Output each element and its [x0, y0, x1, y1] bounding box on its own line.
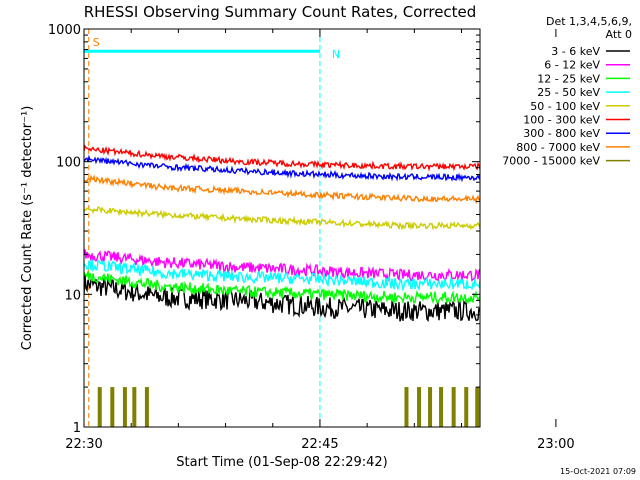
x-tick-label-0: 22:30 — [65, 437, 102, 452]
legend-label-3: 25 - 50 keV — [537, 86, 600, 99]
series-8-bar-5 — [404, 387, 409, 427]
series-8-bar-16 — [535, 387, 539, 427]
series-8-bar-17 — [548, 387, 552, 427]
y-tick-label-0: 1 — [73, 421, 81, 436]
series-line-0 — [84, 275, 480, 322]
legend-label-1: 6 - 12 keV — [544, 59, 600, 72]
footer-date: 15-Oct-2021 07:09 — [560, 467, 636, 476]
y-tick-label-2: 100 — [56, 156, 81, 171]
series-8-bar-24 — [631, 387, 635, 427]
series-8-bar-4 — [144, 387, 149, 427]
series-line-7 — [84, 174, 480, 205]
series-8-bar-13 — [499, 387, 503, 427]
series-8-bar-0 — [97, 387, 102, 427]
y-axis-label: Corrected Count Rate (s⁻¹ detector⁻¹) — [20, 106, 35, 351]
series-line-1 — [84, 249, 480, 282]
legend-header-line-2: Att 0 — [606, 28, 632, 41]
series-8-bar-3 — [132, 387, 137, 427]
series-line-5 — [84, 144, 480, 172]
series-8-bar-20 — [584, 387, 588, 427]
x-axis-label: Start Time (01-Sep-08 22:29:42) — [176, 455, 387, 470]
series-8-bar-1 — [110, 387, 115, 427]
y-axis: 1 10 100 1000 — [48, 23, 480, 436]
legend-header-line-1: Det 1,3,4,5,6,9, — [546, 15, 632, 28]
series-8-bar-10 — [464, 387, 469, 427]
chart-title: RHESSI Observing Summary Count Rates, Co… — [84, 3, 477, 21]
series-8-bar-23 — [618, 387, 622, 427]
annotation-s: S — [93, 36, 100, 49]
series-8-bar-12 — [488, 387, 492, 427]
legend-label-5: 100 - 300 keV — [523, 114, 600, 127]
series-line-3 — [84, 258, 480, 293]
series-8-bar-21 — [595, 387, 599, 427]
series-8-bar-11 — [475, 387, 480, 427]
series-8-bar-6 — [417, 387, 422, 427]
series-8-bar-9 — [451, 387, 456, 427]
legend-label-7: 800 - 7000 keV — [516, 141, 600, 154]
series-line-4 — [84, 206, 480, 231]
x-tick-label-2: 23:00 — [537, 437, 574, 452]
series-line-2 — [84, 271, 480, 305]
legend-label-2: 12 - 25 keV — [537, 72, 600, 85]
x-tick-label-1: 22:45 — [301, 437, 338, 452]
series-8-bar-14 — [511, 387, 515, 427]
series-8-bar-19 — [571, 387, 575, 427]
legend-label-4: 50 - 100 keV — [530, 100, 600, 113]
series-8-bar-15 — [522, 387, 526, 427]
y-tick-label-3: 1000 — [48, 23, 81, 38]
legend-label-8: 7000 - 15000 keV — [502, 155, 600, 168]
series-8-bar-8 — [439, 387, 444, 427]
annotation-n: N — [332, 48, 340, 61]
series-8-bar-7 — [428, 387, 433, 427]
y-tick-label-1: 10 — [64, 288, 81, 303]
legend-label-0: 3 - 6 keV — [551, 45, 600, 58]
series-8-bar-2 — [122, 387, 127, 427]
legend-label-6: 300 - 800 keV — [523, 127, 600, 140]
series-line-6 — [84, 154, 480, 183]
series-8-bar-18 — [560, 387, 564, 427]
plot-frame — [83, 28, 481, 428]
series-8-bar-22 — [607, 387, 611, 427]
